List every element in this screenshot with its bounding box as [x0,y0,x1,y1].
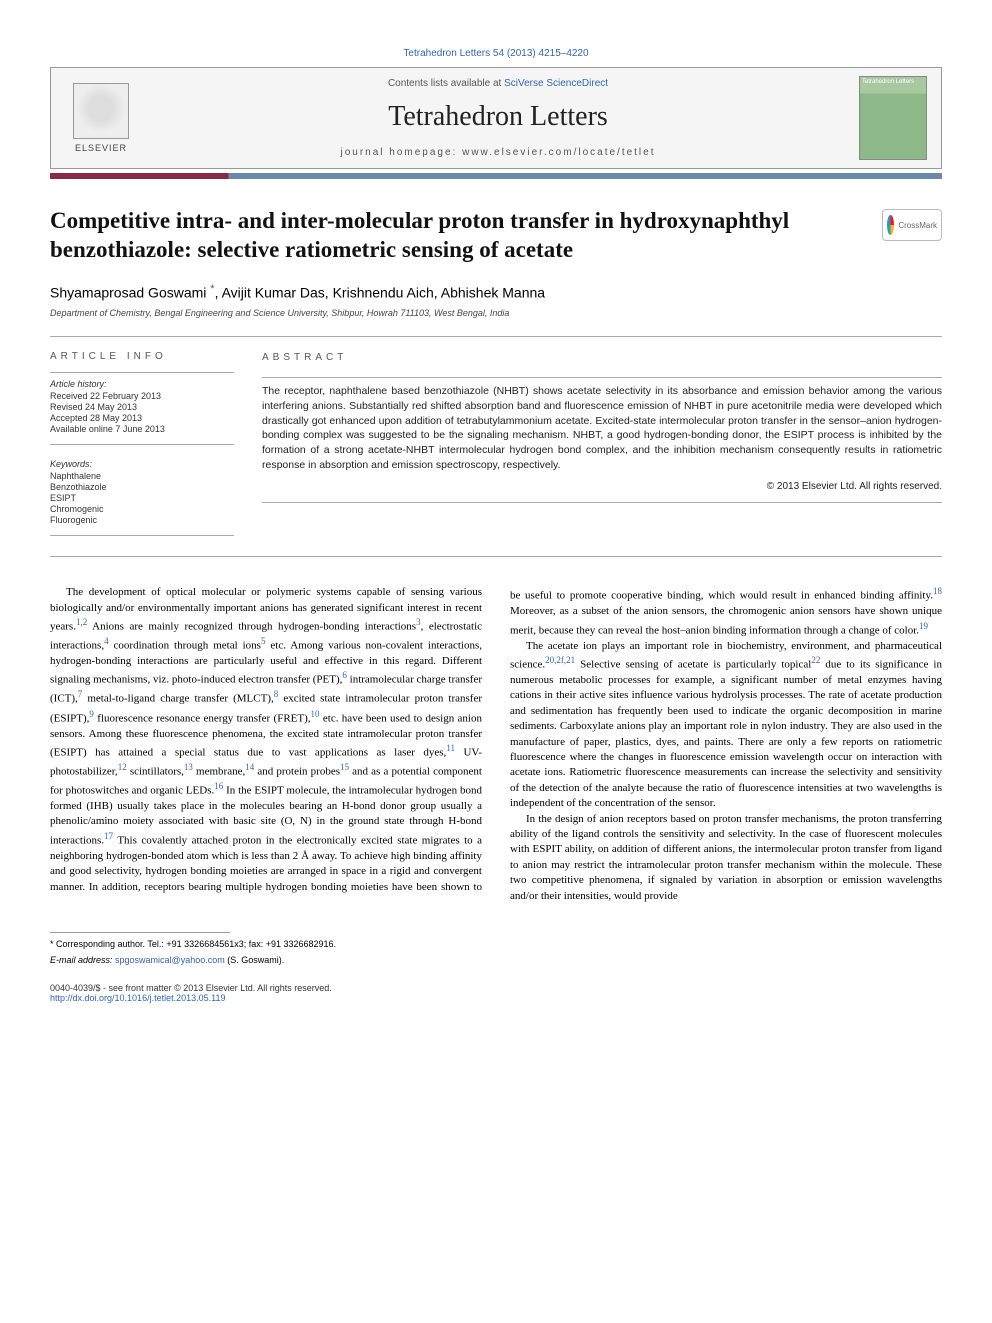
ref-10[interactable]: 10 [311,709,320,719]
divider-mid [50,556,942,557]
ref-13[interactable]: 13 [184,762,193,772]
crossmark-icon [887,215,894,235]
journal-homepage: journal homepage: www.elsevier.com/locat… [157,147,839,158]
journal-cover-thumb: Tetrahedron Letters [859,76,927,160]
crossmark-badge[interactable]: CrossMark [882,209,942,241]
t: scintillators, [127,766,184,778]
history-online: Available online 7 June 2013 [50,424,234,434]
article-info-heading: ARTICLE INFO [50,351,234,362]
ref-22[interactable]: 22 [811,655,820,665]
email-footnote: E-mail address: spgoswamical@yahoo.com (… [50,955,942,965]
ref-16[interactable]: 16 [214,781,223,791]
color-bar [50,173,942,179]
ref-19[interactable]: 19 [919,621,928,631]
t: membrane, [193,766,245,778]
journal-header: ELSEVIER Contents lists available at Sci… [50,67,942,169]
abstract-divider-bottom [262,502,942,503]
abstract-column: ABSTRACT The receptor, naphthalene based… [262,351,942,536]
keyword-1: Naphthalene [50,471,234,481]
footnote-divider [50,932,230,933]
elsevier-logo: ELSEVIER [65,78,137,158]
corresponding-footnote: * Corresponding author. Tel.: +91 332668… [50,939,942,949]
doi-link[interactable]: http://dx.doi.org/10.1016/j.tetlet.2013.… [50,993,225,1003]
article-title: Competitive intra- and inter-molecular p… [50,207,866,265]
abstract-heading: ABSTRACT [262,351,942,365]
sciencedirect-link[interactable]: SciVerse ScienceDirect [504,78,608,89]
body-paragraph-4: In the design of anion receptors based o… [510,812,942,904]
t: coordination through metal ions [109,640,261,652]
ref-17[interactable]: 17 [104,831,113,841]
email-link[interactable]: spgoswamical@yahoo.com [115,955,225,965]
elsevier-tree-icon [73,83,129,139]
info-divider-3 [50,535,234,536]
contents-line: Contents lists available at SciVerse Sci… [157,78,839,89]
t: Moreover, as a subset of the anion senso… [510,605,942,636]
t: fluorescence resonance energy transfer (… [94,712,311,724]
keyword-2: Benzothiazole [50,482,234,492]
elsevier-word: ELSEVIER [75,143,127,153]
journal-cover-label: Tetrahedron Letters [862,79,924,86]
ref-12[interactable]: 12 [118,762,127,772]
ref-11[interactable]: 11 [446,743,455,753]
ref-14[interactable]: 14 [245,762,254,772]
t: Anions are mainly recognized through hyd… [87,621,416,633]
homepage-prefix: journal homepage: [340,147,462,158]
front-matter-line: 0040-4039/$ - see front matter © 2013 El… [50,983,332,993]
page-footer: 0040-4039/$ - see front matter © 2013 El… [50,983,942,1003]
keywords-label: Keywords: [50,459,234,469]
keyword-3: ESIPT [50,493,234,503]
body-text: The development of optical molecular or … [50,585,942,904]
authors-line: Shyamaprosad Goswami *, Avijit Kumar Das… [50,283,942,301]
history-accepted: Accepted 28 May 2013 [50,413,234,423]
journal-title: Tetrahedron Letters [157,101,839,133]
history-revised: Revised 24 May 2013 [50,402,234,412]
history-label: Article history: [50,379,234,389]
info-divider-2 [50,444,234,445]
header-center: Contents lists available at SciVerse Sci… [157,78,839,158]
email-label: E-mail address: [50,955,115,965]
article-info-column: ARTICLE INFO Article history: Received 2… [50,351,234,536]
ref-18[interactable]: 18 [933,586,942,596]
email-suffix: (S. Goswami). [225,955,285,965]
author-1: Shyamaprosad Goswami [50,284,206,300]
journal-reference: Tetrahedron Letters 54 (2013) 4215–4220 [50,48,942,59]
body-paragraph-3: The acetate ion plays an important role … [510,639,942,812]
keyword-5: Fluorogenic [50,515,234,525]
abstract-copyright: © 2013 Elsevier Ltd. All rights reserved… [262,480,942,494]
contents-prefix: Contents lists available at [388,78,504,89]
homepage-url[interactable]: www.elsevier.com/locate/tetlet [462,147,655,158]
keyword-4: Chromogenic [50,504,234,514]
ref-15[interactable]: 15 [340,762,349,772]
abstract-text: The receptor, naphthalene based benzothi… [262,378,942,472]
t: metal-to-ligand charge transfer (MLCT), [82,693,273,705]
crossmark-label: CrossMark [898,221,937,230]
ref-1-2[interactable]: 1,2 [76,617,87,627]
t: and protein probes [254,766,340,778]
authors-rest: , Avijit Kumar Das, Krishnendu Aich, Abh… [215,284,545,300]
affiliation: Department of Chemistry, Bengal Engineer… [50,308,942,318]
t: Selective sensing of acetate is particul… [575,659,811,671]
history-received: Received 22 February 2013 [50,391,234,401]
t: due to its significance in numerous meta… [510,659,942,810]
ref-20-2f-21[interactable]: 20,2f,21 [545,655,575,665]
